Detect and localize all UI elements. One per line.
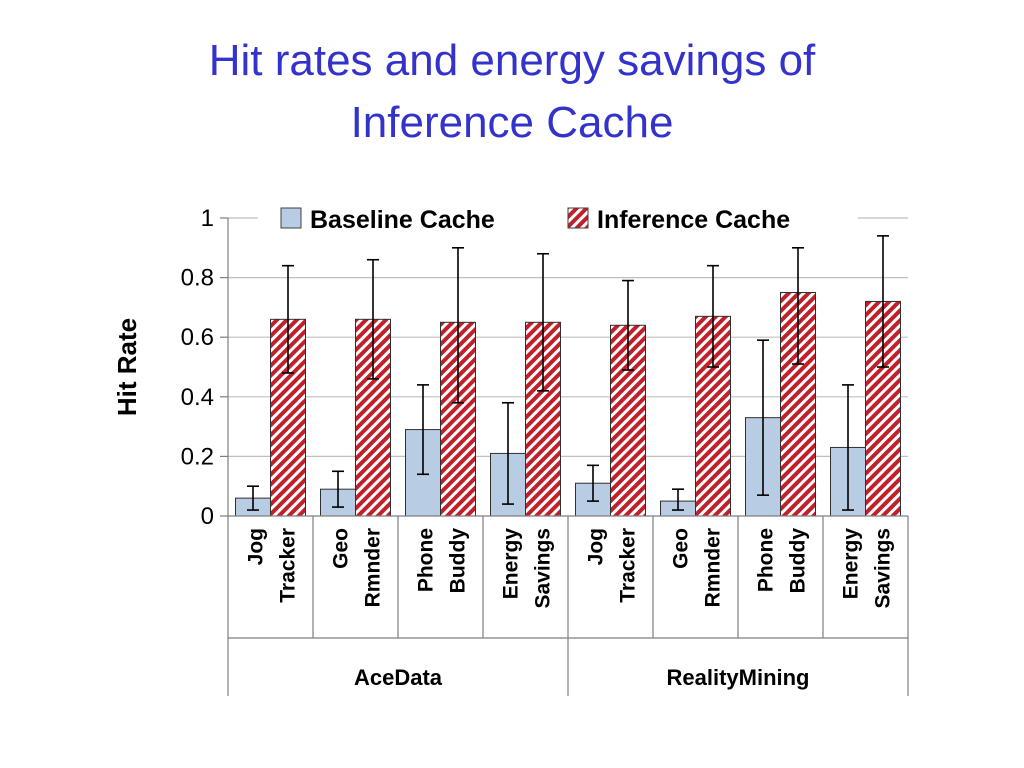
y-tick-label: 0.6 — [181, 324, 214, 351]
category-label: Savings — [872, 528, 895, 609]
category-label: Energy — [840, 528, 863, 600]
category-label: Jog — [585, 528, 608, 565]
group-label: RealityMining — [666, 665, 809, 690]
category-label: Buddy — [447, 528, 470, 594]
legend-swatch-inference — [567, 207, 589, 229]
category-label: Savings — [532, 528, 555, 609]
category-label: Rmnder — [362, 528, 385, 607]
category-label: Energy — [500, 528, 523, 600]
legend-swatch-baseline — [280, 207, 302, 229]
y-tick-label: 0.8 — [181, 265, 214, 292]
category-label: Tracker — [277, 528, 300, 603]
category-label: Tracker — [617, 528, 640, 603]
title-line-2: Inference Cache — [350, 98, 674, 147]
category-label: Phone — [755, 528, 778, 592]
title-line-1: Hit rates and energy savings of — [208, 36, 816, 85]
category-label: Geo — [330, 528, 353, 569]
legend-label-inference: Inference Cache — [597, 206, 790, 234]
category-label: Jog — [245, 528, 268, 565]
axes: 0 0.2 0.4 0.6 0.8 1 Hit Rate Jog Tracker Geo Rmnde… — [112, 205, 909, 696]
y-tick-label: 0 — [201, 503, 214, 530]
category-label: Buddy — [787, 528, 810, 594]
group-label: AceData — [354, 665, 443, 690]
bars — [235, 235, 901, 517]
y-tick-label: 0.2 — [181, 443, 214, 470]
category-label: Rmnder — [702, 528, 725, 607]
y-tick-label: 1 — [201, 205, 214, 232]
legend-background — [258, 202, 858, 236]
category-label: Geo — [670, 528, 693, 569]
y-tick-label: 0.4 — [181, 384, 214, 411]
category-label: Phone — [415, 528, 438, 592]
y-axis-label: Hit Rate — [112, 318, 142, 416]
legend: Baseline Cache Inference Cache — [258, 202, 858, 236]
slide-title: Hit rates and energy savings of Inferenc… — [0, 30, 1024, 154]
legend-label-baseline: Baseline Cache — [310, 206, 495, 234]
